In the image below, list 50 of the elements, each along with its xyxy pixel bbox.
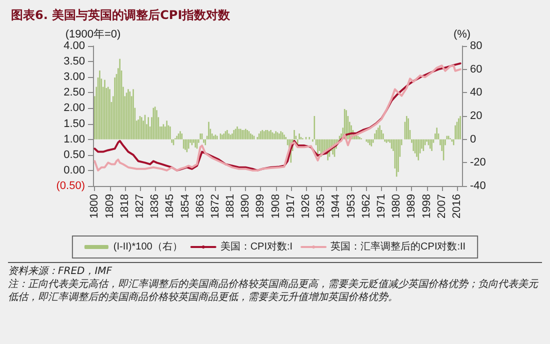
x-tick-label: 1926 xyxy=(300,194,312,218)
y2-tick-label: 0 xyxy=(470,133,476,146)
x-tick-label: 1944 xyxy=(330,194,342,218)
y2-tick-label: -20 xyxy=(470,156,486,169)
legend-label: 美国：CPI对数:I xyxy=(220,240,293,252)
x-tick-label: 1908 xyxy=(270,194,282,218)
text: 注：正向代表美元高估，即汇率调整后的美国商品价格较英国商品更高，需要美元贬值减少英国价格优势；负向代表美元低估，即汇率调整后的美国商品价格较英国商品更低，需要美元升值增加英国价格优势。 xyxy=(8,278,540,304)
x-tick-label: 1818 xyxy=(118,194,131,218)
y-tick-label: 1.00 xyxy=(64,133,85,146)
x-tick-label: 1881 xyxy=(224,194,237,218)
x-tick-label: 1845 xyxy=(164,194,176,218)
y2-tick-label: 60 xyxy=(470,63,482,76)
x-tick-label: 1998 xyxy=(420,194,433,218)
x-tick-label: 1980 xyxy=(390,194,403,218)
y2-tick-label: -40 xyxy=(470,180,486,192)
y-tick-label: 3.00 xyxy=(64,71,85,84)
x-tick-label: 1872 xyxy=(209,194,222,218)
y-tick-label: 1.50 xyxy=(64,118,85,130)
legend-label: 英国：汇率调整后的CPI对数:II xyxy=(330,240,466,252)
x-tick-label: 1863 xyxy=(194,194,206,218)
y-tick-label: 2.00 xyxy=(64,102,85,114)
x-tick-label: 1827 xyxy=(134,194,146,218)
x-tick-label: 1917 xyxy=(284,194,297,218)
y-tick-label: (0.50) xyxy=(56,180,85,192)
y-tick-label: 0.50 xyxy=(64,148,85,161)
x-tick-label: 1953 xyxy=(345,194,358,218)
x-tick-label: 1854 xyxy=(179,194,192,218)
x-tick-label: 2016 xyxy=(450,194,463,218)
x-tick-label: 1989 xyxy=(406,194,418,218)
legend-label: (I-II)*100（右） xyxy=(113,242,182,252)
y2-tick-label: 20 xyxy=(470,110,482,122)
x-tick-label: 2007 xyxy=(436,194,448,218)
x-tick-label: 1800 xyxy=(88,194,101,218)
chart-title: 图表6. 美国与英国的调整后CPI指数对数 xyxy=(11,8,232,22)
y-tick-label: 2.50 xyxy=(64,86,85,99)
x-tick-label: 1899 xyxy=(254,194,267,218)
y2-tick-label: 40 xyxy=(470,86,482,99)
y2-tick-label: 80 xyxy=(470,40,482,52)
x-tick-label: 1809 xyxy=(104,194,116,218)
text: 资料来源：FRED，IMF xyxy=(8,265,114,278)
x-tick-label: 1935 xyxy=(315,194,328,218)
y-tick-label: 4.00 xyxy=(64,40,85,52)
y2-axis-title: (%) xyxy=(453,28,471,40)
y-axis-title: (1900年=0) xyxy=(65,28,121,40)
x-tick-label: 1890 xyxy=(240,194,252,218)
x-tick-label: 1971 xyxy=(375,194,388,218)
x-tick-label: 1962 xyxy=(360,194,372,218)
x-tick-label: 1836 xyxy=(149,194,162,218)
y-tick-label: 3.50 xyxy=(64,56,85,68)
y-tick-label: 0.00 xyxy=(64,164,85,176)
